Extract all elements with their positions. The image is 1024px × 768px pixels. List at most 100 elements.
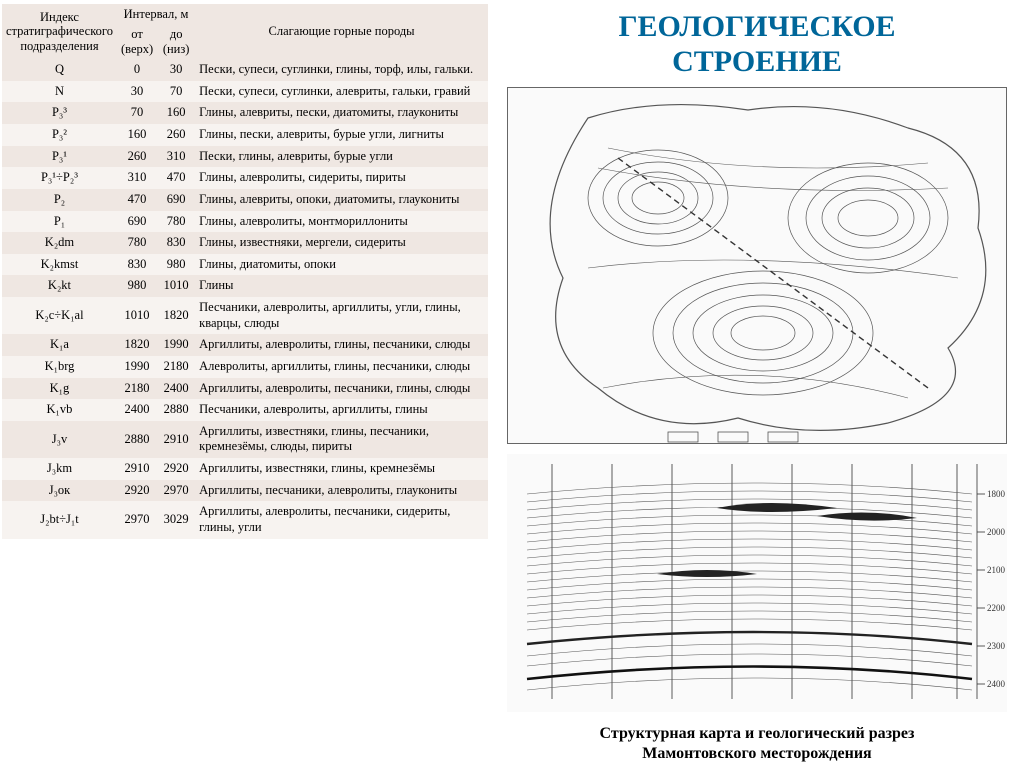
cell-from: 70 <box>117 102 157 124</box>
cell-index: K₂dm <box>2 232 117 254</box>
cell-desc: Глины, пески, алевриты, бурые угли, лигн… <box>195 124 488 146</box>
table-row: P₃³70160Глины, алевриты, пески, диатомит… <box>2 102 488 124</box>
col-desc: Слагающие горные породы <box>195 4 488 59</box>
cell-desc: Аргиллиты, известняки, глины, кремнезёмы <box>195 458 488 480</box>
cell-desc: Пески, супеси, суглинки, алевриты, гальк… <box>195 81 488 103</box>
cell-index: K₂kt <box>2 275 117 297</box>
cell-to: 2400 <box>157 378 195 400</box>
structure-map <box>507 87 1007 444</box>
table-row: P₁690780Глины, алевролиты, монтмориллони… <box>2 211 488 233</box>
cell-to: 2180 <box>157 356 195 378</box>
figure-caption: Структурная карта и геологический разрез… <box>600 724 915 764</box>
strata-lines-icon <box>527 483 972 690</box>
reservoir-lens-icon <box>657 503 917 577</box>
cell-index: K₁g <box>2 378 117 400</box>
table-row: K₂kt9801010Глины <box>2 275 488 297</box>
table-row: J₃km29102920Аргиллиты, известняки, глины… <box>2 458 488 480</box>
cell-to: 30 <box>157 59 195 81</box>
cell-from: 2180 <box>117 378 157 400</box>
cell-to: 160 <box>157 102 195 124</box>
cell-from: 2400 <box>117 399 157 421</box>
table-row: K₁g21802400Аргиллиты, алевролиты, песчан… <box>2 378 488 400</box>
depth-scale-icon <box>977 464 985 699</box>
table-row: K₂dm780830Глины, известняки, мергели, си… <box>2 232 488 254</box>
cell-index: P₁ <box>2 211 117 233</box>
cell-desc: Пески, глины, алевриты, бурые угли <box>195 146 488 168</box>
cell-to: 980 <box>157 254 195 276</box>
cell-index: K₁vb <box>2 399 117 421</box>
cell-desc: Алевролиты, аргиллиты, глины, песчаники,… <box>195 356 488 378</box>
depth-labels: 1800 2000 2100 2200 2300 2400 <box>987 489 1006 689</box>
contour-group-s <box>653 271 873 395</box>
cell-from: 830 <box>117 254 157 276</box>
table-row: P₃²160260Глины, пески, алевриты, бурые у… <box>2 124 488 146</box>
stratigraphy-table: Индекс стратиграфического подразделения … <box>2 4 488 539</box>
cell-from: 980 <box>117 275 157 297</box>
cell-desc: Глины, алевриты, опоки, диатомиты, глаук… <box>195 189 488 211</box>
cell-desc: Аргиллиты, алевролиты, песчаники, сидери… <box>195 501 488 538</box>
cell-desc: Глины <box>195 275 488 297</box>
map-legend-icon <box>668 432 798 442</box>
caption-line1: Структурная карта и геологический разрез <box>600 725 915 742</box>
table-row: K₂kmst830980Глины, диатомиты, опоки <box>2 254 488 276</box>
svg-text:2100: 2100 <box>987 565 1006 575</box>
cell-index: P₃¹÷P₂³ <box>2 167 117 189</box>
cell-desc: Глины, известняки, мергели, сидериты <box>195 232 488 254</box>
svg-text:2300: 2300 <box>987 641 1006 651</box>
cell-to: 830 <box>157 232 195 254</box>
cell-to: 1990 <box>157 334 195 356</box>
cell-from: 260 <box>117 146 157 168</box>
cell-from: 1990 <box>117 356 157 378</box>
table-row: P₃¹260310Пески, глины, алевриты, бурые у… <box>2 146 488 168</box>
cell-from: 2910 <box>117 458 157 480</box>
cell-from: 2880 <box>117 421 157 458</box>
title-line1: ГЕОЛОГИЧЕСКОЕ <box>618 10 895 43</box>
cell-index: J₃km <box>2 458 117 480</box>
table-row: K₁brg19902180Алевролиты, аргиллиты, глин… <box>2 356 488 378</box>
cell-index: N <box>2 81 117 103</box>
cell-to: 2920 <box>157 458 195 480</box>
col-index: Индекс стратиграфического подразделения <box>2 4 117 59</box>
cell-index: K₂c÷K₁al <box>2 297 117 334</box>
cell-to: 70 <box>157 81 195 103</box>
cell-to: 2970 <box>157 480 195 502</box>
cell-index: P₂ <box>2 189 117 211</box>
title-line2: СТРОЕНИЕ <box>672 45 842 78</box>
svg-text:2200: 2200 <box>987 603 1006 613</box>
cell-to: 780 <box>157 211 195 233</box>
table-row: N3070Пески, супеси, суглинки, алевриты, … <box>2 81 488 103</box>
contour-group-ne <box>788 163 948 273</box>
table-row: Q030Пески, супеси, суглинки, глины, торф… <box>2 59 488 81</box>
table-row: P₃¹÷P₂³310470Глины, алевролиты, сидериты… <box>2 167 488 189</box>
cell-desc: Аргиллиты, алевролиты, глины, песчаники,… <box>195 334 488 356</box>
cell-from: 780 <box>117 232 157 254</box>
cell-index: J₃v <box>2 421 117 458</box>
cell-desc: Глины, алевриты, пески, диатомиты, глаук… <box>195 102 488 124</box>
cell-index: P₃² <box>2 124 117 146</box>
cell-from: 2920 <box>117 480 157 502</box>
cell-from: 310 <box>117 167 157 189</box>
col-interval: Интервал, м <box>117 4 195 24</box>
table-row: P₂470690Глины, алевриты, опоки, диатомит… <box>2 189 488 211</box>
cell-to: 690 <box>157 189 195 211</box>
cell-desc: Песчаники, алевролиты, аргиллиты, глины <box>195 399 488 421</box>
cell-from: 0 <box>117 59 157 81</box>
cell-desc: Аргиллиты, известняки, глины, песчаники,… <box>195 421 488 458</box>
table-row: J₂bt÷J₁t29703029Аргиллиты, алевролиты, п… <box>2 501 488 538</box>
col-from: от (верх) <box>117 24 157 59</box>
cell-to: 1010 <box>157 275 195 297</box>
caption-line2: Мамонтовского месторождения <box>642 745 871 762</box>
cell-to: 1820 <box>157 297 195 334</box>
contour-group-nw <box>588 150 728 246</box>
cell-to: 2880 <box>157 399 195 421</box>
table-row: J₃v28802910Аргиллиты, известняки, глины,… <box>2 421 488 458</box>
cell-desc: Пески, супеси, суглинки, глины, торф, ил… <box>195 59 488 81</box>
cell-desc: Аргиллиты, песчаники, алевролиты, глауко… <box>195 480 488 502</box>
cell-to: 470 <box>157 167 195 189</box>
cell-index: Q <box>2 59 117 81</box>
cell-desc: Песчаники, алевролиты, аргиллиты, угли, … <box>195 297 488 334</box>
cell-from: 2970 <box>117 501 157 538</box>
map-outline-icon <box>550 105 986 431</box>
table-row: K₂c÷K₁al10101820Песчаники, алевролиты, а… <box>2 297 488 334</box>
cell-index: P₃³ <box>2 102 117 124</box>
